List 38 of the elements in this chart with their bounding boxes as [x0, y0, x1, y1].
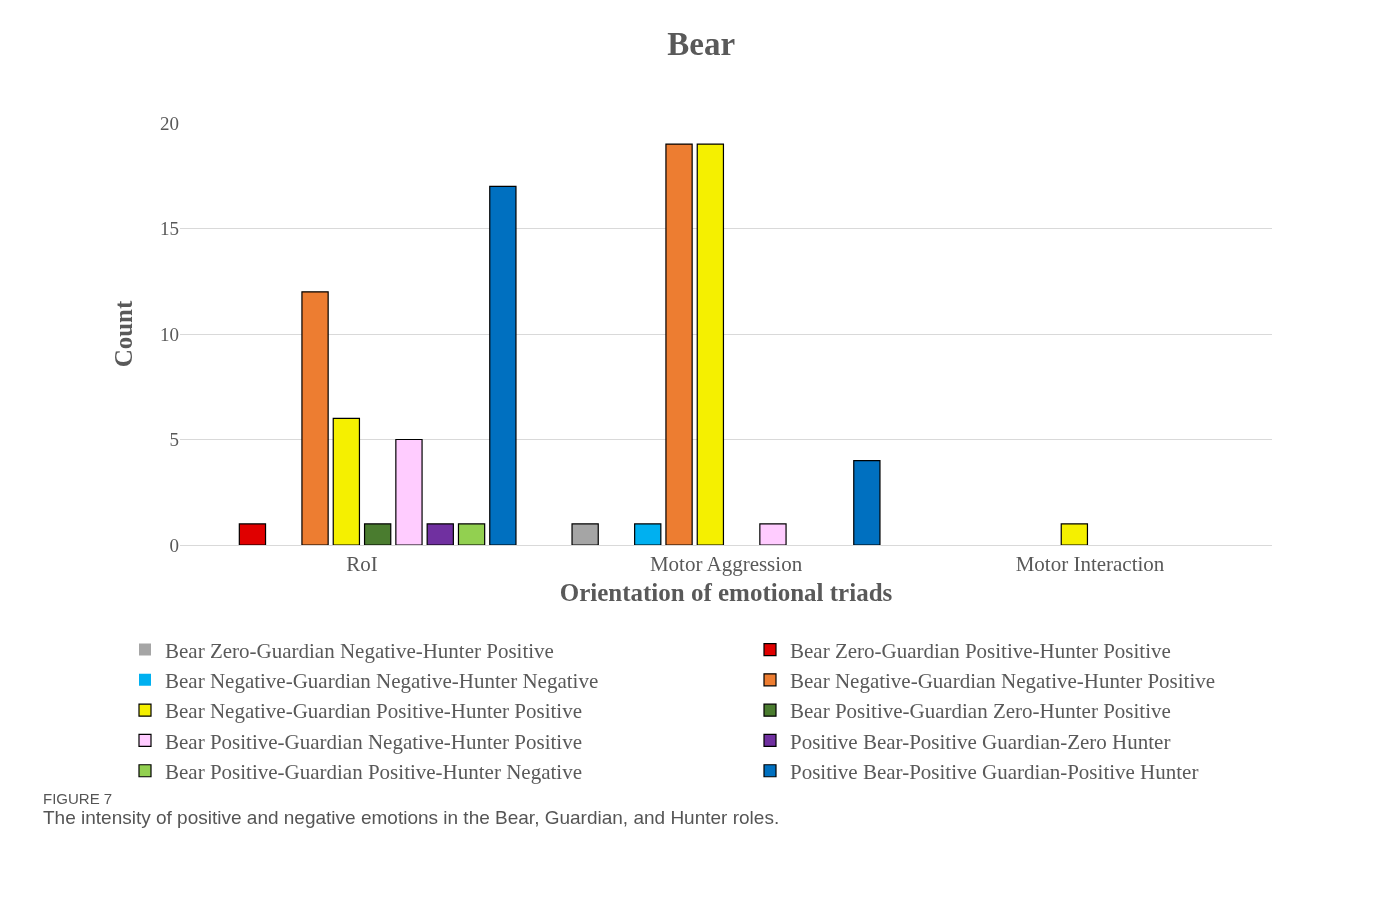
bar — [489, 185, 517, 545]
x-tick-label: Motor Interaction — [1015, 552, 1165, 577]
legend-label: Bear Negative-Guardian Positive-Hunter Positive — [165, 699, 582, 724]
x-tick-label: Motor Aggression — [649, 552, 803, 577]
bar — [426, 523, 454, 545]
y-tick-label: 15 — [160, 218, 179, 240]
x-axis-title: Orientation of emotional triads — [559, 579, 893, 607]
bar — [1060, 523, 1089, 545]
legend-label: Bear Positive-Guardian Positive-Hunter Negative — [165, 759, 582, 784]
y-tick-label: 0 — [169, 534, 179, 556]
legend-label: Bear Positive-Guardian Zero-Hunter Positive — [790, 699, 1171, 724]
y-tick-label: 20 — [160, 112, 179, 134]
y-tick-label: 10 — [160, 323, 179, 345]
legend-label: Bear Negative-Guardian Negative-Hunter Negative — [165, 669, 599, 694]
legend-label: Positive Bear-Positive Guardian-Positive Hunter — [790, 759, 1199, 784]
legend-label: Bear Negative-Guardian Negative-Hunter Positive — [790, 669, 1216, 694]
bar — [665, 143, 693, 545]
y-tick-label: 5 — [169, 429, 179, 451]
bar — [634, 523, 662, 545]
legend-label: Bear Zero-Guardian Positive-Hunter Positive — [790, 638, 1171, 663]
y-axis-title: Count — [109, 299, 137, 368]
legend-label: Positive Bear-Positive Guardian-Zero Hunter — [790, 729, 1171, 754]
legend-label: Bear Positive-Guardian Negative-Hunter Positive — [165, 729, 582, 754]
bar — [332, 417, 361, 545]
legend-label: Bear Zero-Guardian Negative-Hunter Positive — [165, 638, 554, 663]
x-tick-label: RoI — [346, 552, 378, 577]
bar — [238, 523, 267, 545]
bar — [571, 523, 599, 545]
bar — [363, 523, 392, 545]
bar — [853, 460, 881, 545]
bar — [759, 523, 787, 545]
bar — [395, 438, 423, 545]
caption: FIGURE 7 — [43, 790, 113, 807]
bar — [696, 143, 725, 545]
bar — [301, 291, 329, 545]
chart-title: Bear — [667, 25, 736, 62]
bar — [457, 523, 486, 545]
text: The intensity of positive and negative emotions in the Bear, Guardian, and Hunter roles. — [43, 807, 780, 828]
